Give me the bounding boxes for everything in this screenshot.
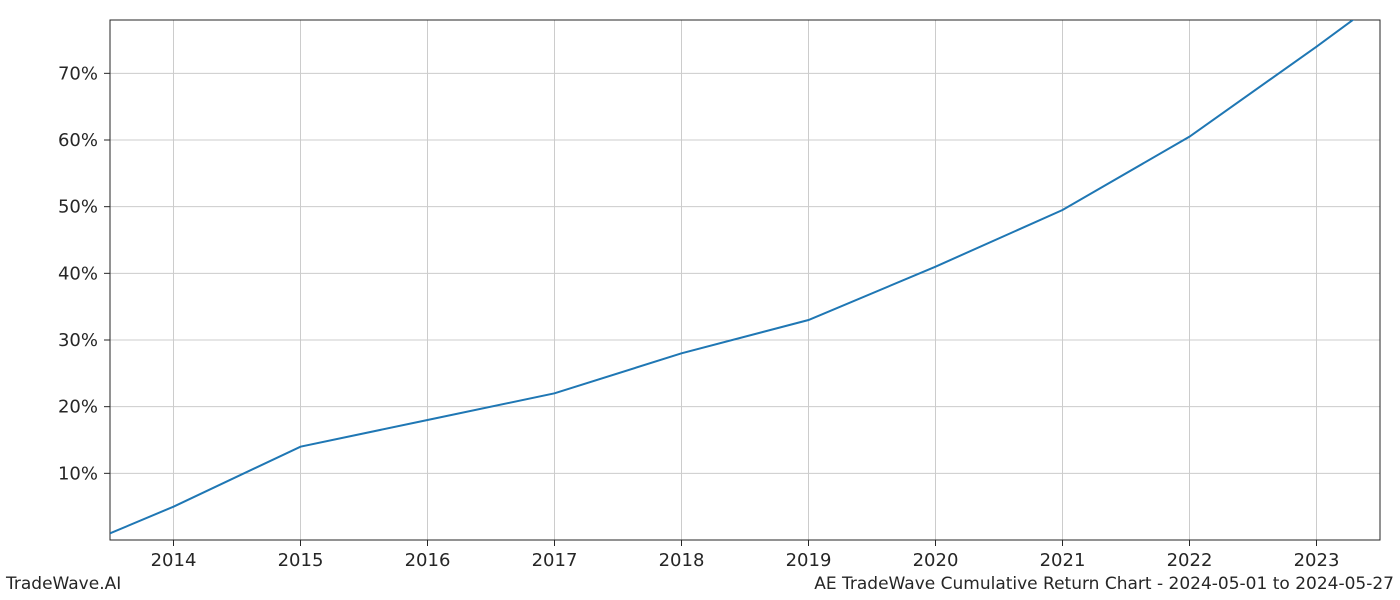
y-tick-label: 60% bbox=[58, 130, 98, 151]
chart-container: 2014 2015 2016 2017 2018 2019 2020 2021 2022 2023… bbox=[0, 0, 1400, 600]
x-tick-label: 2017 bbox=[532, 550, 578, 571]
x-tick-label: 2021 bbox=[1040, 550, 1086, 571]
y-tick-label: 30% bbox=[58, 330, 98, 351]
x-tick-label: 2018 bbox=[659, 550, 705, 571]
line-chart: 2014 2015 2016 2017 2018 2019 2020 2021 2022 2023… bbox=[0, 0, 1400, 600]
y-tick-label: 70% bbox=[58, 63, 98, 84]
y-tick-label: 50% bbox=[58, 197, 98, 218]
x-tick-label: 2022 bbox=[1167, 550, 1213, 571]
x-tick-label: 2015 bbox=[278, 550, 324, 571]
x-tick-label: 2023 bbox=[1294, 550, 1340, 571]
y-tick-label: 40% bbox=[58, 263, 98, 284]
x-tick-label: 2019 bbox=[786, 550, 832, 571]
y-tick-label: 10% bbox=[58, 463, 98, 484]
footer-left-label: TradeWave.AI bbox=[6, 574, 121, 594]
x-tick-label: 2016 bbox=[405, 550, 451, 571]
y-tick-label: 20% bbox=[58, 397, 98, 418]
x-tick-label: 2020 bbox=[913, 550, 959, 571]
footer-right-label: AE TradeWave Cumulative Return Chart - 2… bbox=[814, 574, 1394, 594]
x-tick-label: 2014 bbox=[151, 550, 197, 571]
